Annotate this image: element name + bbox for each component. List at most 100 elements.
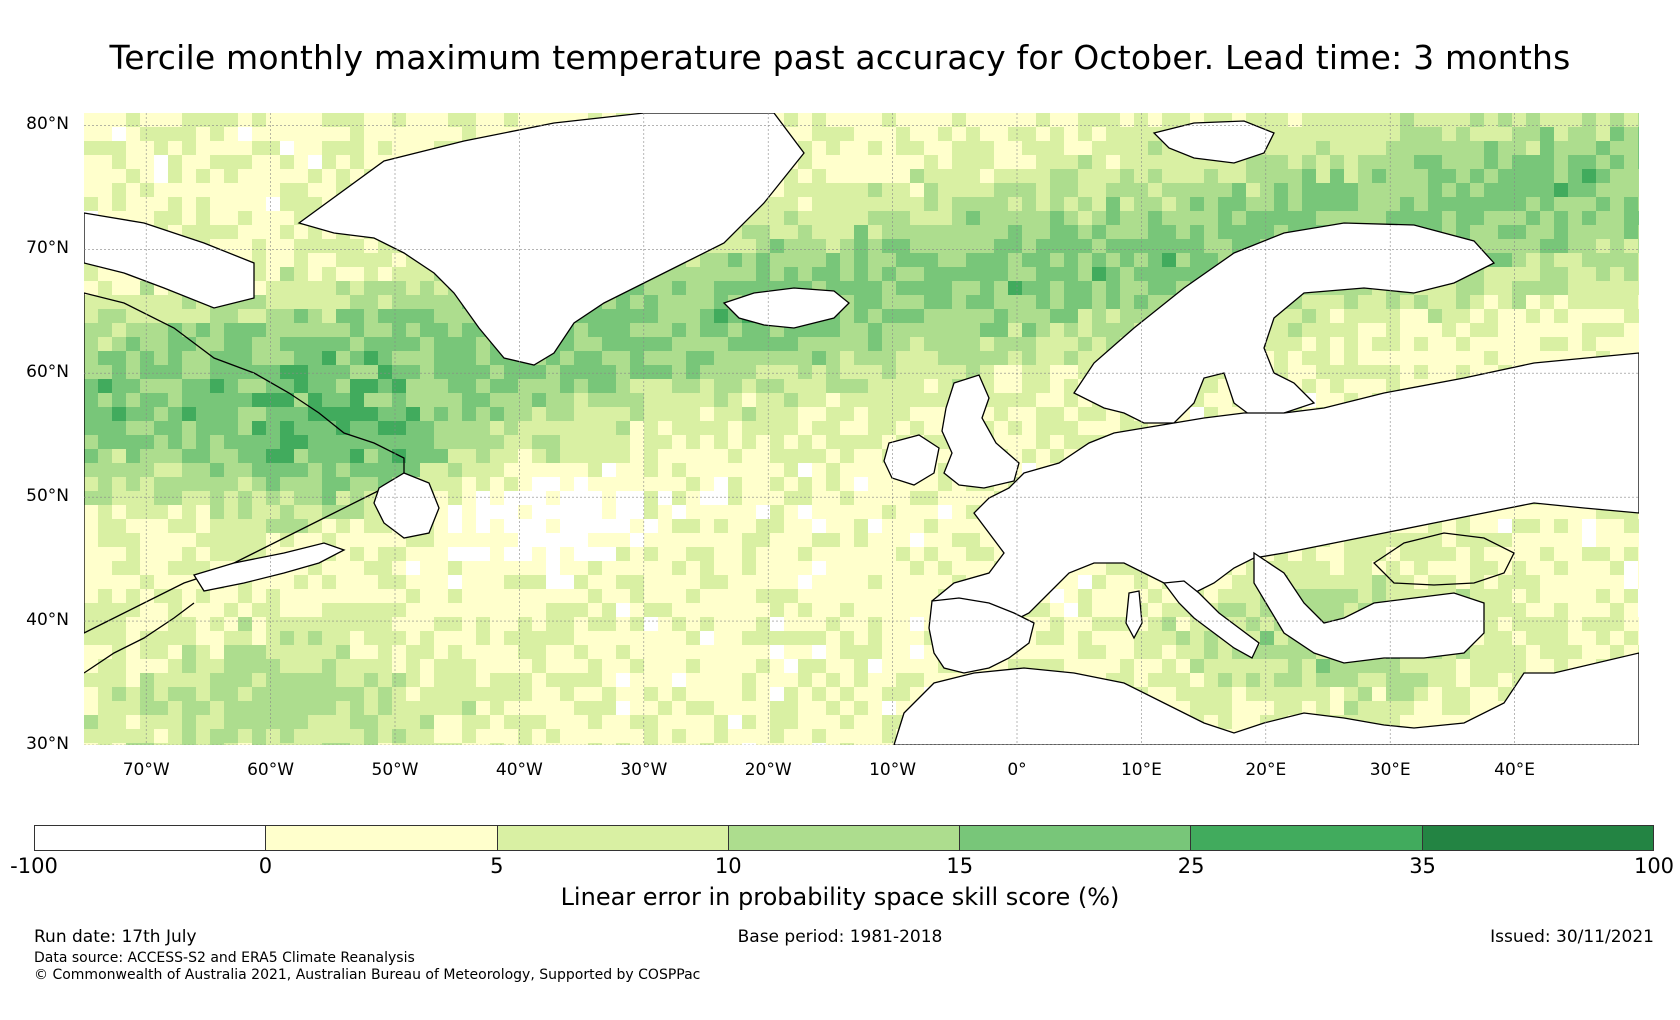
grid-cell [1176,645,1191,660]
grid-cell [924,309,939,324]
grid-cell [1078,645,1093,660]
grid-cell [1022,239,1037,254]
grid-cell [1190,687,1205,702]
grid-cell [854,575,869,590]
grid-cell [616,701,631,716]
grid-cell [840,701,855,716]
grid-cell [1624,225,1639,240]
grid-cell [280,267,295,282]
grid-cell [686,673,701,688]
grid-cell [602,365,617,380]
grid-cell [210,379,225,394]
grid-cell [154,547,169,562]
grid-cell [812,617,827,632]
grid-cell [1498,645,1513,660]
grid-cell [854,617,869,632]
grid-cell [406,267,421,282]
grid-cell [322,575,337,590]
grid-cell [714,631,729,646]
grid-cell [84,281,99,296]
grid-cell [1428,701,1443,716]
grid-cell [1582,253,1597,268]
grid-cell [644,379,659,394]
grid-cell [1414,715,1429,730]
grid-cell [1512,645,1527,660]
grid-cell [728,337,743,352]
grid-cell [812,435,827,450]
grid-cell [294,575,309,590]
grid-cell [112,631,127,646]
grid-cell [672,617,687,632]
grid-cell [700,435,715,450]
grid-cell [1330,575,1345,590]
grid-cell [140,631,155,646]
grid-cell [378,701,393,716]
grid-cell [1540,141,1555,156]
grid-cell [476,673,491,688]
grid-cell [840,575,855,590]
grid-cell [266,351,281,366]
grid-cell [1624,281,1639,296]
grid-cell [1638,533,1639,548]
grid-cell [980,197,995,212]
grid-cell [126,533,141,548]
grid-cell [1120,659,1135,674]
grid-cell [476,491,491,506]
grid-cell [784,449,799,464]
grid-cell [224,673,239,688]
grid-cell [224,631,239,646]
grid-cell [1260,113,1275,128]
grid-cell [518,463,533,478]
grid-cell [364,337,379,352]
grid-cell [812,687,827,702]
grid-cell [1288,701,1303,716]
grid-cell [490,463,505,478]
grid-cell [1008,267,1023,282]
grid-cell [742,729,757,744]
grid-cell [910,323,925,338]
grid-cell [560,491,575,506]
grid-cell [1512,183,1527,198]
grid-cell [546,407,561,422]
grid-cell [420,463,435,478]
grid-cell [868,701,883,716]
grid-cell [1428,351,1443,366]
grid-cell [1148,113,1163,128]
grid-cell [392,337,407,352]
grid-cell [322,701,337,716]
grid-cell [854,267,869,282]
grid-cell [308,505,323,520]
grid-cell [1330,687,1345,702]
grid-cell [252,673,267,688]
grid-cell [210,337,225,352]
grid-cell [1582,225,1597,240]
grid-cell [770,225,785,240]
grid-cell [658,729,673,744]
grid-cell [322,127,337,142]
grid-cell [882,575,897,590]
grid-cell [812,589,827,604]
grid-cell [1610,533,1625,548]
grid-cell [812,197,827,212]
grid-cell [868,253,883,268]
grid-cell [1218,169,1233,184]
grid-cell [378,715,393,730]
grid-cell [882,715,897,730]
grid-cell [1582,645,1597,660]
grid-cell [448,463,463,478]
grid-cell [98,337,113,352]
grid-cell [364,239,379,254]
grid-cell [1134,673,1149,688]
grid-cell [294,337,309,352]
grid-cell [364,673,379,688]
grid-cell [336,715,351,730]
grid-cell [252,617,267,632]
grid-cell [686,379,701,394]
grid-cell [1624,533,1639,548]
grid-cell [546,729,561,744]
grid-cell [378,351,393,366]
grid-cell [322,645,337,660]
grid-cell [798,589,813,604]
grid-cell [182,589,197,604]
grid-cell [490,575,505,590]
